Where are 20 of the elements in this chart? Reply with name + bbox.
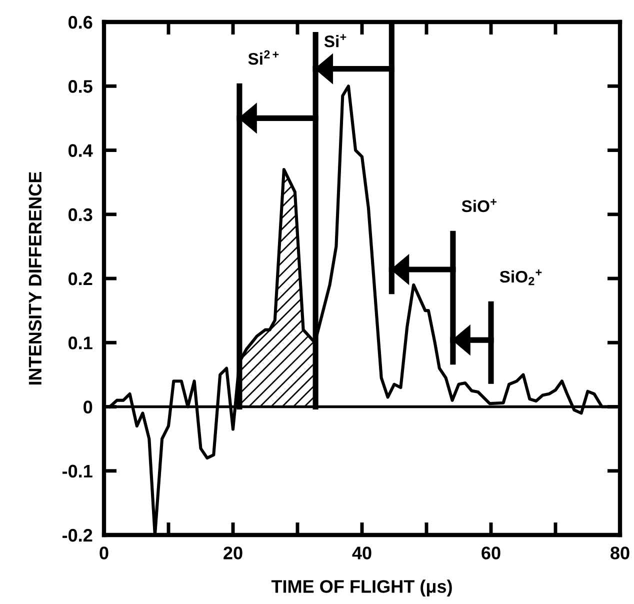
y-tick-label: 0.2 <box>68 272 92 286</box>
x-tick-label: 80 <box>610 546 630 560</box>
y-tick-label: 0.5 <box>68 80 92 93</box>
x-tick-label: 40 <box>352 546 372 560</box>
y-tick-label: -0.2 <box>62 528 92 542</box>
y-tick-label: 0.6 <box>68 16 92 29</box>
x-tick-label: 20 <box>224 546 242 560</box>
annotation: SiO$_{2}$$^{+}$ <box>500 269 542 286</box>
x-axis-title: TIME OF FLIGHT (μs) <box>271 580 452 596</box>
y-tick-label: 0.1 <box>68 336 92 350</box>
annotation: SiO$^{+}$ <box>462 198 496 212</box>
y-tick-label: -0.1 <box>62 464 92 478</box>
y-tick-label: 0.4 <box>68 144 93 157</box>
y-tick-label: 0 <box>84 400 92 414</box>
y-tick-label: 0.3 <box>68 208 92 222</box>
y-axis-title: INTENSITY DIFFERENCE <box>28 172 42 384</box>
x-tick-label: 0 <box>100 546 108 560</box>
annotation: Si$^{+}$ <box>324 34 346 48</box>
x-tick-label: 60 <box>482 546 500 560</box>
annotation: Si$^{2+}$ <box>248 50 279 65</box>
